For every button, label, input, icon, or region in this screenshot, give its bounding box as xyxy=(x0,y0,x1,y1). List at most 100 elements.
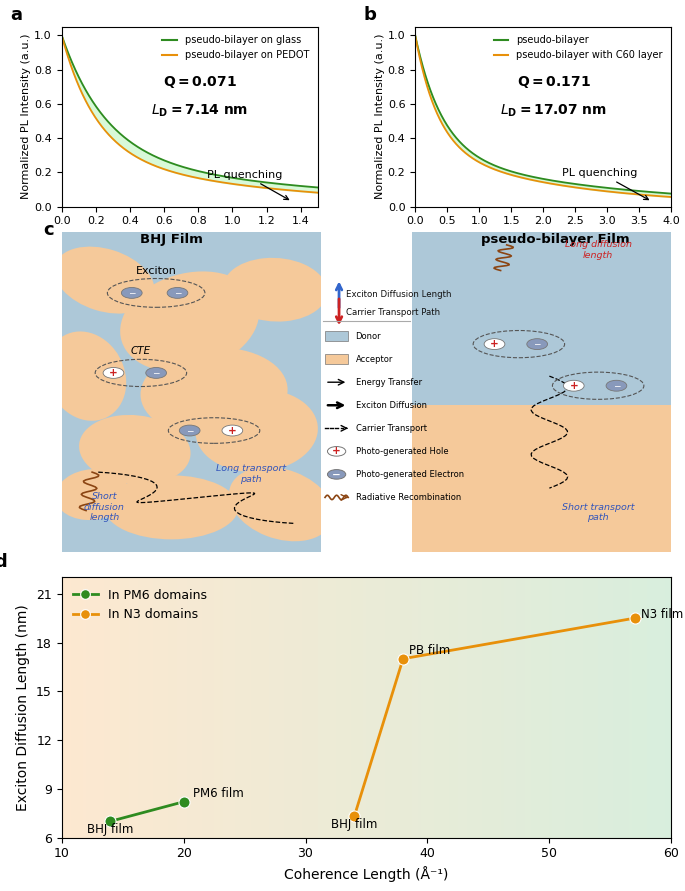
Bar xyxy=(497,577,501,838)
Bar xyxy=(141,577,144,838)
Bar xyxy=(434,577,436,838)
Bar xyxy=(623,577,625,838)
Bar xyxy=(412,405,671,552)
Bar xyxy=(415,577,419,838)
Bar xyxy=(640,577,644,838)
Bar xyxy=(513,577,516,838)
Bar xyxy=(345,577,348,838)
Bar xyxy=(528,577,531,838)
Bar xyxy=(181,577,184,838)
Text: pseudo-bilayer Film: pseudo-bilayer Film xyxy=(481,233,630,246)
Bar xyxy=(419,577,421,838)
Bar xyxy=(205,577,208,838)
Bar xyxy=(192,577,196,838)
Circle shape xyxy=(146,367,166,379)
Bar xyxy=(132,577,135,838)
Bar xyxy=(613,577,616,838)
Bar xyxy=(190,577,192,838)
Bar xyxy=(62,232,321,552)
Bar xyxy=(364,577,366,838)
Bar xyxy=(232,577,236,838)
Bar xyxy=(108,577,110,838)
Bar xyxy=(153,577,156,838)
Bar xyxy=(397,577,400,838)
Bar xyxy=(263,577,266,838)
Bar xyxy=(482,577,486,838)
Bar xyxy=(199,577,202,838)
Text: PB film: PB film xyxy=(409,644,451,657)
Bar xyxy=(583,577,586,838)
Bar xyxy=(488,577,491,838)
Bar xyxy=(135,577,138,838)
Bar xyxy=(251,577,253,838)
Bar xyxy=(184,577,186,838)
Bar xyxy=(598,577,601,838)
Bar xyxy=(516,577,519,838)
Bar xyxy=(354,577,358,838)
Bar xyxy=(629,577,632,838)
Bar xyxy=(236,577,238,838)
Bar xyxy=(156,577,159,838)
Bar xyxy=(336,577,339,838)
Bar xyxy=(83,577,86,838)
Bar xyxy=(375,577,379,838)
Text: PL quenching: PL quenching xyxy=(207,169,288,200)
Text: CTE: CTE xyxy=(131,346,151,356)
Text: −: − xyxy=(174,289,182,298)
Bar xyxy=(325,331,348,341)
Bar xyxy=(491,577,495,838)
Bar xyxy=(74,577,77,838)
Text: PL quenching: PL quenching xyxy=(562,168,649,200)
Bar xyxy=(473,577,476,838)
Bar xyxy=(610,577,613,838)
Bar xyxy=(257,577,260,838)
Bar xyxy=(458,577,461,838)
Circle shape xyxy=(327,470,346,479)
Bar xyxy=(644,577,647,838)
Ellipse shape xyxy=(104,475,238,539)
Bar xyxy=(120,577,123,838)
Circle shape xyxy=(606,380,627,391)
Bar xyxy=(177,577,181,838)
Text: −: − xyxy=(152,368,160,378)
Circle shape xyxy=(167,288,188,298)
Bar xyxy=(449,577,452,838)
Bar xyxy=(412,577,415,838)
Text: b: b xyxy=(364,5,377,23)
Bar xyxy=(297,577,299,838)
Bar xyxy=(247,577,251,838)
Bar xyxy=(220,577,223,838)
Text: BHJ Film: BHJ Film xyxy=(140,233,203,246)
Bar xyxy=(86,577,89,838)
Bar xyxy=(327,577,330,838)
Bar xyxy=(62,577,64,838)
Text: Photo-generated Electron: Photo-generated Electron xyxy=(356,470,464,478)
Ellipse shape xyxy=(54,247,155,314)
Circle shape xyxy=(563,380,584,391)
Bar xyxy=(253,577,257,838)
Text: Donor: Donor xyxy=(356,331,381,340)
Text: N3 film: N3 film xyxy=(640,609,683,621)
Bar xyxy=(430,577,434,838)
Bar xyxy=(159,577,162,838)
Bar xyxy=(129,577,132,838)
Bar xyxy=(662,577,665,838)
Bar xyxy=(543,577,547,838)
Circle shape xyxy=(103,367,124,379)
Bar xyxy=(366,577,369,838)
Bar xyxy=(625,577,629,838)
Bar xyxy=(669,577,671,838)
Ellipse shape xyxy=(46,331,126,421)
Bar xyxy=(425,577,427,838)
Bar xyxy=(293,577,297,838)
Bar xyxy=(260,577,263,838)
Bar xyxy=(400,577,403,838)
Text: d: d xyxy=(0,553,8,571)
Ellipse shape xyxy=(229,467,334,542)
Bar xyxy=(369,577,373,838)
Bar xyxy=(440,577,443,838)
Bar xyxy=(608,577,610,838)
Bar xyxy=(379,577,382,838)
Bar xyxy=(479,577,482,838)
Bar xyxy=(110,577,114,838)
